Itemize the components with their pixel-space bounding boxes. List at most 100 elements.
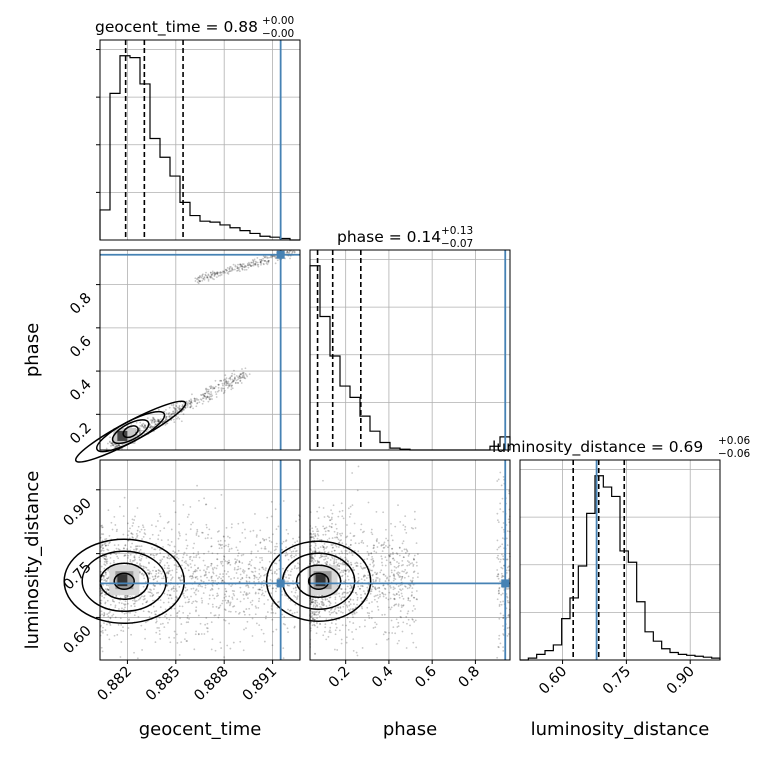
sample-point (243, 377, 246, 380)
sample-point (228, 550, 231, 553)
sample-point (340, 597, 343, 600)
sample-point (370, 617, 373, 620)
sample-point (179, 617, 181, 620)
sample-point (317, 517, 320, 520)
sample-point (225, 268, 227, 271)
sample-point (343, 569, 346, 572)
sample-point (168, 636, 171, 639)
sample-point (153, 588, 155, 591)
sample-point (153, 578, 155, 581)
sample-point (347, 628, 350, 631)
sample-point (400, 604, 403, 607)
sample-point (135, 533, 138, 535)
sample-point (401, 542, 404, 545)
sample-point (169, 569, 171, 572)
sample-point (349, 598, 352, 601)
sample-point (395, 566, 398, 569)
sample-point (205, 271, 207, 274)
sample-point (206, 566, 209, 568)
sample-point (357, 572, 360, 575)
sample-point (209, 387, 212, 389)
sample-point (174, 588, 177, 590)
sample-point (174, 551, 176, 554)
sample-point (192, 547, 195, 549)
sample-point (324, 527, 326, 530)
tick-label: 0.4 (67, 377, 95, 405)
sample-point (212, 579, 215, 582)
sample-point (113, 561, 115, 564)
sample-point (498, 586, 501, 589)
sample-point (265, 262, 268, 265)
sample-point (390, 563, 392, 566)
sample-point (275, 584, 278, 587)
sample-point (407, 618, 410, 621)
sample-point (261, 589, 264, 592)
sample-point (141, 555, 144, 558)
sample-point (351, 631, 353, 633)
sample-point (216, 271, 219, 274)
sample-point (167, 539, 170, 541)
sample-point (274, 570, 276, 573)
sample-point (496, 480, 499, 482)
sample-point (153, 418, 155, 421)
sample-point (214, 273, 216, 276)
sample-point (168, 412, 171, 414)
sample-point (165, 416, 167, 419)
sample-point (370, 590, 373, 593)
sample-point (411, 562, 414, 564)
sample-point (326, 545, 328, 548)
sample-point (111, 441, 114, 444)
sample-point (326, 598, 329, 601)
sample-point (194, 593, 197, 596)
sample-point (196, 281, 199, 283)
sample-point (139, 430, 142, 433)
sample-point (184, 589, 187, 592)
sample-point (193, 564, 196, 567)
sample-point (201, 402, 204, 405)
sample-point (401, 630, 404, 633)
sample-point (364, 566, 367, 569)
sample-point (352, 598, 355, 601)
sample-point (239, 573, 242, 576)
sample-point (293, 626, 296, 629)
sample-point (155, 554, 158, 556)
sample-point (150, 612, 153, 614)
sample-point (371, 555, 373, 558)
sample-point (193, 400, 196, 402)
sample-point (314, 533, 317, 535)
sample-point (148, 591, 151, 594)
sample-point (406, 612, 409, 615)
sample-point (230, 384, 233, 387)
sample-point (367, 552, 370, 555)
title-phase-minus: −0.07 (441, 238, 473, 250)
sample-point (224, 539, 226, 542)
sample-point (383, 541, 386, 544)
sample-point (187, 621, 190, 624)
sample-point (191, 393, 193, 396)
sample-point (372, 565, 375, 568)
sample-point (194, 400, 197, 403)
sample-point (335, 545, 338, 548)
title-luminosity-distance: luminosity_distance = 0.69 (492, 438, 703, 457)
sample-point (321, 597, 323, 600)
sample-point (254, 263, 257, 265)
sample-point (186, 403, 189, 405)
sample-point (368, 612, 371, 615)
sample-point (233, 594, 236, 597)
sample-point (397, 625, 400, 628)
sample-point (225, 382, 228, 385)
sample-point (180, 564, 183, 567)
sample-point (330, 509, 332, 511)
sample-point (397, 605, 400, 607)
sample-point (338, 565, 341, 568)
sample-point (184, 407, 187, 409)
sample-point (397, 603, 400, 606)
sample-point (336, 606, 339, 609)
sample-point (159, 561, 162, 564)
sample-point (101, 629, 104, 632)
sample-point (203, 277, 206, 279)
sample-point (131, 518, 134, 521)
sample-point (207, 533, 210, 536)
sample-point (237, 554, 239, 557)
sample-point (267, 259, 270, 262)
